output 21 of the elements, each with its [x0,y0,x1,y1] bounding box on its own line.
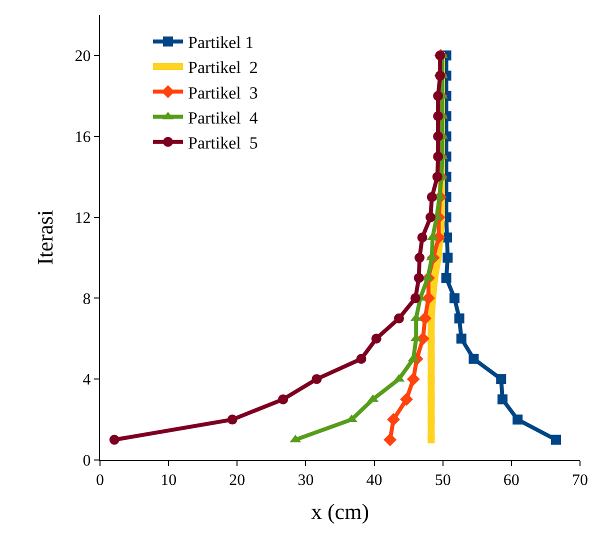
x-tick-label: 10 [160,472,177,490]
x-axis-title: x (cm) [310,499,370,524]
x-tick-label: 20 [229,472,246,490]
legend-label: Partikel 1 [188,33,254,52]
y-tick-label: 4 [82,372,91,389]
x-tick-label: 40 [366,472,382,490]
y-tick-label: 20 [74,48,91,66]
x-tick-label: 60 [503,472,520,490]
legend-label: Partikel 4 [188,108,258,128]
y-tick-label: 8 [82,290,91,308]
x-tick-label: 50 [434,472,451,490]
y-tick-label: 16 [74,128,91,146]
y-tick-label: 0 [82,452,91,470]
legend-label: Partikel 2 [188,58,258,78]
y-tick-label: 12 [74,210,91,227]
legend-label: Partikel 3 [188,83,258,102]
x-tick-label: 70 [572,472,588,490]
legend-label: Partikel 5 [188,133,258,152]
x-tick-label: 30 [298,472,314,490]
x-tick-label: 0 [96,472,104,490]
y-axis-title: Iterasi [32,210,58,265]
